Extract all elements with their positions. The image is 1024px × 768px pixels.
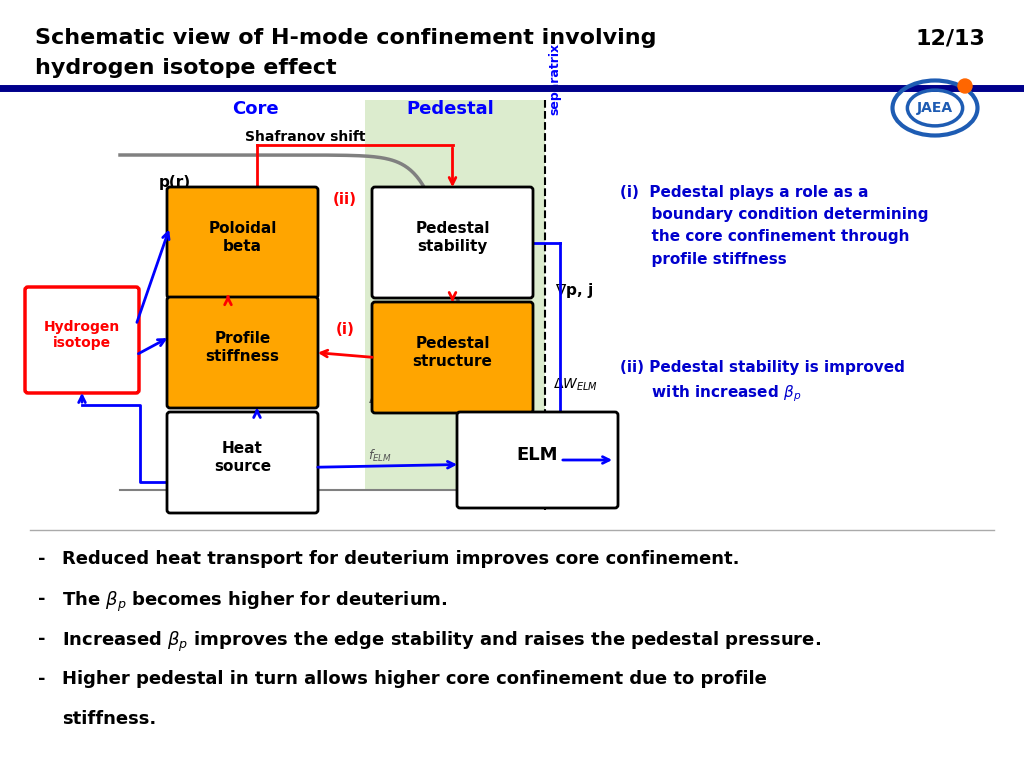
FancyBboxPatch shape xyxy=(167,412,318,513)
Text: ELM: ELM xyxy=(517,446,558,464)
Text: (i): (i) xyxy=(336,323,354,337)
FancyBboxPatch shape xyxy=(372,302,534,413)
Text: Increased $\beta_p$ improves the edge stability and raises the pedestal pressure: Increased $\beta_p$ improves the edge st… xyxy=(62,630,821,654)
FancyBboxPatch shape xyxy=(167,297,318,408)
Text: 12/13: 12/13 xyxy=(915,28,985,48)
Text: $\Delta W_{ELM}$: $\Delta W_{ELM}$ xyxy=(553,377,598,393)
Text: JAEA: JAEA xyxy=(916,101,953,115)
Text: Core: Core xyxy=(231,100,279,118)
Bar xyxy=(365,100,545,490)
Text: Pedestal
stability: Pedestal stability xyxy=(416,221,489,253)
Text: -: - xyxy=(38,590,45,608)
Text: Heat
source: Heat source xyxy=(214,442,271,474)
Text: p(r): p(r) xyxy=(159,175,191,190)
Text: (i)  Pedestal plays a role as a
      boundary condition determining
      the c: (i) Pedestal plays a role as a boundary … xyxy=(620,185,929,266)
Text: Poloidal
beta: Poloidal beta xyxy=(208,221,276,253)
Text: $\Delta$/a ~ $\beta_p^{1/2}$: $\Delta$/a ~ $\beta_p^{1/2}$ xyxy=(368,390,430,412)
Text: Profile
stiffness: Profile stiffness xyxy=(206,331,280,364)
FancyBboxPatch shape xyxy=(25,287,139,393)
Text: $\nabla$p, j: $\nabla$p, j xyxy=(555,280,593,300)
Text: hydrogen isotope effect: hydrogen isotope effect xyxy=(35,58,337,78)
Text: Pedestal
structure: Pedestal structure xyxy=(413,336,493,369)
Text: Shafranov shift: Shafranov shift xyxy=(245,130,366,144)
Text: Reduced heat transport for deuterium improves core confinement.: Reduced heat transport for deuterium imp… xyxy=(62,550,739,568)
Text: Hydrogen
isotope: Hydrogen isotope xyxy=(44,320,120,350)
Text: The $\beta_p$ becomes higher for deuterium.: The $\beta_p$ becomes higher for deuteri… xyxy=(62,590,447,614)
FancyBboxPatch shape xyxy=(457,412,618,508)
FancyBboxPatch shape xyxy=(167,187,318,298)
Text: -: - xyxy=(38,670,45,688)
Text: (ii) Pedestal stability is improved
      with increased $\beta_p$: (ii) Pedestal stability is improved with… xyxy=(620,360,905,404)
Text: (ii): (ii) xyxy=(333,193,357,207)
Text: $f_{ELM}$: $f_{ELM}$ xyxy=(368,448,392,464)
FancyBboxPatch shape xyxy=(372,187,534,298)
Text: stiffness.: stiffness. xyxy=(62,710,157,728)
Circle shape xyxy=(958,79,972,93)
Text: Schematic view of H-mode confinement involving: Schematic view of H-mode confinement inv… xyxy=(35,28,656,48)
Text: Pedestal: Pedestal xyxy=(407,100,494,118)
Text: -: - xyxy=(38,630,45,648)
Text: -: - xyxy=(38,550,45,568)
Text: Higher pedestal in turn allows higher core confinement due to profile: Higher pedestal in turn allows higher co… xyxy=(62,670,767,688)
Text: separatrix: separatrix xyxy=(548,43,561,115)
